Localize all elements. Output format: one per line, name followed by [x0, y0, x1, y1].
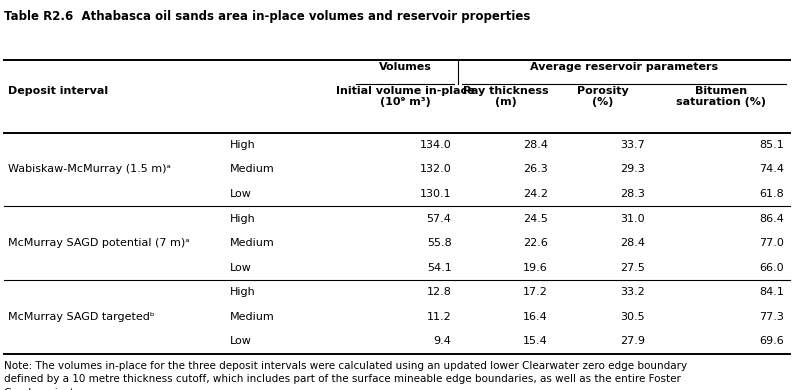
Text: 61.8: 61.8 [760, 189, 784, 199]
Text: 132.0: 132.0 [420, 165, 451, 174]
Text: 29.3: 29.3 [620, 165, 645, 174]
Text: 28.4: 28.4 [619, 238, 645, 248]
Text: Medium: Medium [230, 165, 275, 174]
Text: 16.4: 16.4 [524, 312, 548, 322]
Text: Pay thickness
(m): Pay thickness (m) [463, 86, 549, 107]
Text: Volumes: Volumes [379, 62, 432, 73]
Text: High: High [230, 214, 256, 223]
Text: Porosity
(%): Porosity (%) [577, 86, 629, 107]
Text: 134.0: 134.0 [420, 140, 451, 150]
Text: 33.2: 33.2 [620, 287, 645, 297]
Text: Medium: Medium [230, 238, 275, 248]
Text: Wabiskaw-McMurray (1.5 m)ᵃ: Wabiskaw-McMurray (1.5 m)ᵃ [8, 165, 171, 174]
Text: 55.8: 55.8 [427, 238, 451, 248]
Text: High: High [230, 140, 256, 150]
Text: Bitumen
saturation (%): Bitumen saturation (%) [676, 86, 766, 107]
Text: 85.1: 85.1 [760, 140, 784, 150]
Text: 22.6: 22.6 [524, 238, 548, 248]
Text: Initial volume in-place
(10⁹ m³): Initial volume in-place (10⁹ m³) [336, 86, 474, 107]
Text: 130.1: 130.1 [420, 189, 451, 199]
Text: 24.5: 24.5 [524, 214, 548, 223]
Text: Low: Low [230, 263, 252, 273]
Text: McMurray SAGD targetedᵇ: McMurray SAGD targetedᵇ [8, 312, 154, 322]
Text: 77.3: 77.3 [760, 312, 784, 322]
Text: McMurray SAGD potential (7 m)ᵃ: McMurray SAGD potential (7 m)ᵃ [8, 238, 189, 248]
Text: 54.1: 54.1 [427, 263, 451, 273]
Text: 19.6: 19.6 [524, 263, 548, 273]
Text: 17.2: 17.2 [524, 287, 548, 297]
Text: Low: Low [230, 337, 252, 346]
Text: 66.0: 66.0 [760, 263, 784, 273]
Text: Note: The volumes in-place for the three deposit intervals were calculated using: Note: The volumes in-place for the three… [4, 361, 687, 390]
Text: Medium: Medium [230, 312, 275, 322]
Text: 26.3: 26.3 [524, 165, 548, 174]
Text: 9.4: 9.4 [433, 337, 451, 346]
Text: Table R2.6  Athabasca oil sands area in-place volumes and reservoir properties: Table R2.6 Athabasca oil sands area in-p… [4, 10, 531, 23]
Text: 31.0: 31.0 [620, 214, 645, 223]
Text: Average reservoir parameters: Average reservoir parameters [530, 62, 718, 73]
Text: 84.1: 84.1 [760, 287, 784, 297]
Text: 28.3: 28.3 [620, 189, 645, 199]
Text: 33.7: 33.7 [620, 140, 645, 150]
Text: 74.4: 74.4 [759, 165, 784, 174]
Text: 27.9: 27.9 [619, 337, 645, 346]
Text: 15.4: 15.4 [524, 337, 548, 346]
Text: 27.5: 27.5 [620, 263, 645, 273]
Text: Low: Low [230, 189, 252, 199]
Text: 86.4: 86.4 [760, 214, 784, 223]
Text: 28.4: 28.4 [523, 140, 548, 150]
Text: 30.5: 30.5 [620, 312, 645, 322]
Text: 57.4: 57.4 [427, 214, 451, 223]
Text: 12.8: 12.8 [427, 287, 451, 297]
Text: Deposit interval: Deposit interval [8, 86, 108, 96]
Text: 69.6: 69.6 [760, 337, 784, 346]
Text: 77.0: 77.0 [760, 238, 784, 248]
Text: High: High [230, 287, 256, 297]
Text: 24.2: 24.2 [523, 189, 548, 199]
Text: 11.2: 11.2 [427, 312, 451, 322]
